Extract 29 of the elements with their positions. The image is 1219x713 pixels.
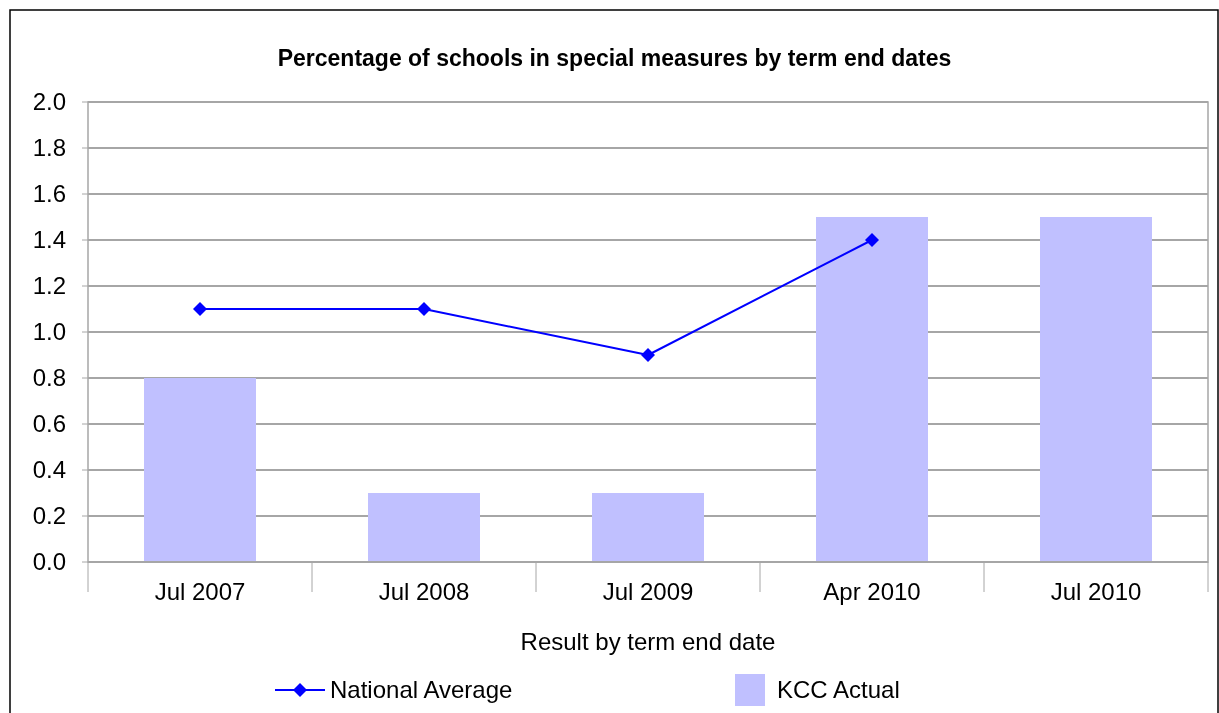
point — [417, 302, 431, 316]
y-tick-label: 0.4 — [32, 456, 66, 483]
chart-title: Percentage of schools in special measures by term end dates — [277, 45, 952, 71]
legend-label: National Average — [330, 676, 513, 703]
y-tick-label: 0.6 — [32, 410, 66, 437]
y-tick-label: 1.4 — [32, 226, 66, 253]
bar — [144, 378, 256, 562]
x-tick-label: Jul 2008 — [378, 578, 470, 605]
x-tick-label: Apr 2010 — [823, 578, 921, 605]
point — [193, 302, 207, 316]
x-tick-label: Jul 2010 — [1050, 578, 1142, 605]
y-tick-label: 1.2 — [32, 272, 66, 299]
bar — [1040, 217, 1152, 562]
y-tick-label: 1.8 — [32, 134, 66, 161]
point — [641, 348, 655, 362]
y-tick-label: 2.0 — [32, 88, 66, 115]
y-tick-label: 1.6 — [32, 180, 66, 207]
bar — [816, 217, 928, 562]
legend-label: KCC Actual — [777, 676, 900, 703]
y-tick-label: 1.0 — [32, 318, 66, 345]
bar — [368, 493, 480, 562]
x-axis-title: Result by term end date — [520, 628, 776, 655]
y-tick-label: 0.0 — [32, 548, 66, 575]
bar — [592, 493, 704, 562]
y-tick-label: 0.8 — [32, 364, 66, 391]
point — [865, 233, 879, 247]
x-tick-label: Jul 2007 — [154, 578, 246, 605]
y-tick-label: 0.2 — [32, 502, 66, 529]
x-tick-label: Jul 2009 — [602, 578, 694, 605]
